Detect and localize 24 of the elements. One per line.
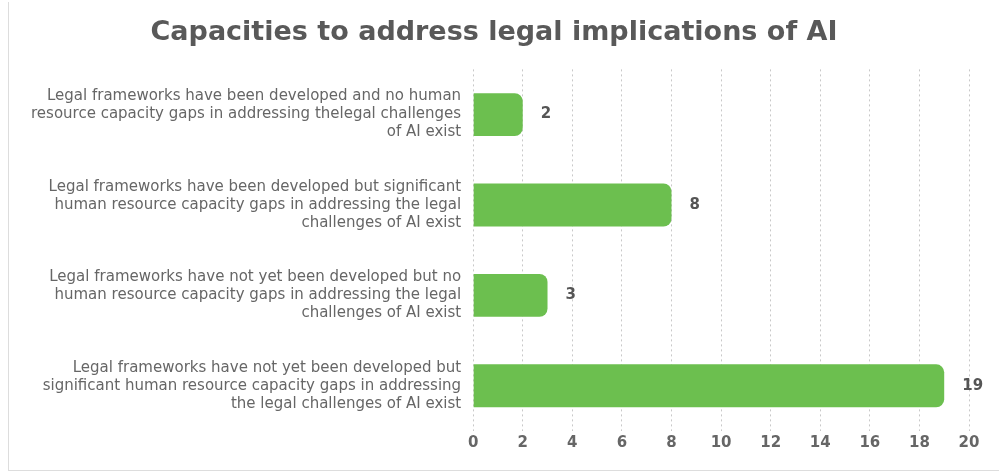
- data-label: 3: [565, 285, 576, 304]
- x-tick-label: 16: [859, 432, 881, 451]
- bar: [473, 183, 672, 227]
- chart-title: Capacities to address legal implications of AI: [150, 15, 838, 47]
- bar: [473, 273, 548, 317]
- bar: [473, 93, 523, 137]
- x-tick-label: 2: [517, 432, 528, 451]
- x-tick-label: 0: [467, 432, 479, 451]
- y-tick-label: Legal frameworks have not yet been developed but significant human resource capacity gaps in addressing the legal challenges of AI exist: [42, 357, 462, 412]
- x-tick-label: 18: [908, 432, 930, 451]
- x-tick-label: 8: [666, 432, 677, 451]
- data-label: 2: [540, 104, 552, 123]
- x-tick-label: 4: [567, 432, 578, 451]
- x-tick-label: 6: [616, 432, 628, 451]
- x-tick-label: 14: [809, 432, 831, 451]
- bar: [473, 364, 945, 408]
- y-tick-label: Legal frameworks have been developed but significant human resource capacity gaps in addressing the legal challenges of AI exist: [48, 176, 462, 231]
- y-tick-label: Legal frameworks have not yet been developed but no human resource capacity gaps in addressing the legal challenges of AI exist: [49, 267, 462, 322]
- x-tick-label: 10: [710, 432, 732, 451]
- data-label: 8: [689, 194, 700, 213]
- y-tick-label: Legal frameworks have been developed and no human resource capacity gaps in addressing thelegal challenges of AI exist: [31, 86, 462, 141]
- data-label: 19: [962, 375, 984, 394]
- x-tick-label: 12: [760, 432, 782, 451]
- x-tick-label: 20: [958, 432, 980, 451]
